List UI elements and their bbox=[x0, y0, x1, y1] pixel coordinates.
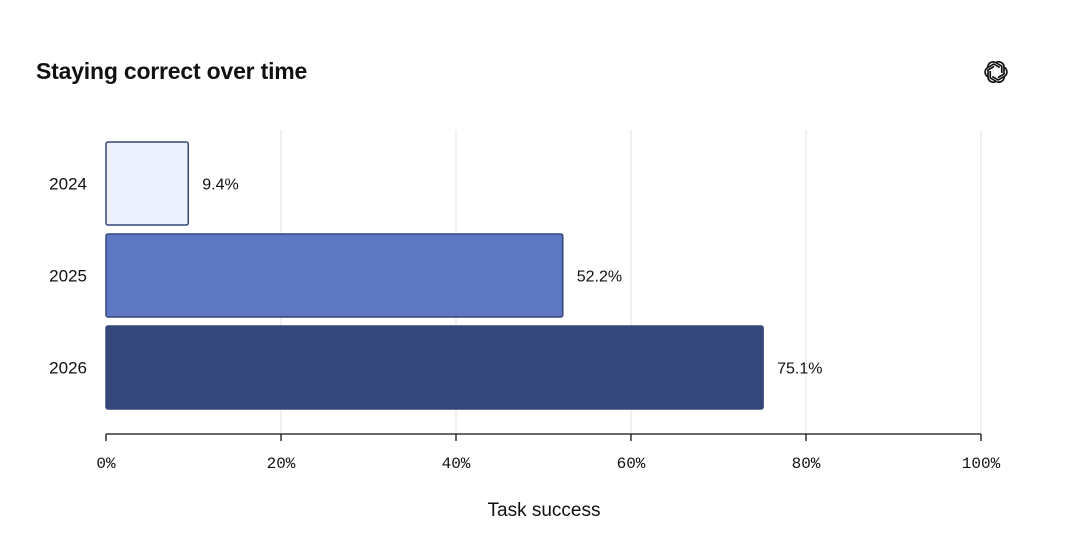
x-axis-title: Task success bbox=[488, 500, 601, 521]
x-tick-label: 40% bbox=[442, 455, 471, 473]
category-label: 2026 bbox=[49, 359, 87, 378]
bar-2025 bbox=[105, 233, 564, 318]
category-label: 2025 bbox=[49, 267, 87, 286]
chart-title: Staying correct over time bbox=[36, 58, 308, 84]
x-tick-label: 80% bbox=[792, 455, 821, 473]
category-label: 2024 bbox=[49, 175, 87, 194]
bar-2026 bbox=[105, 325, 764, 410]
x-tick-label: 60% bbox=[617, 455, 646, 473]
x-tick-label: 0% bbox=[96, 455, 116, 473]
bars: 2024 9.4% 2025 52.2% 2026 75.1% bbox=[49, 141, 823, 410]
x-axis: 0% 20% 40% 60% 80% 100% bbox=[96, 433, 1001, 473]
value-label: 75.1% bbox=[777, 361, 822, 378]
value-label: 52.2% bbox=[577, 269, 622, 286]
bar-2024 bbox=[105, 141, 189, 226]
openai-logo-icon bbox=[984, 60, 1008, 84]
value-label: 9.4% bbox=[202, 177, 238, 194]
x-tick-label: 20% bbox=[267, 455, 296, 473]
x-tick-label: 100% bbox=[962, 455, 1001, 473]
